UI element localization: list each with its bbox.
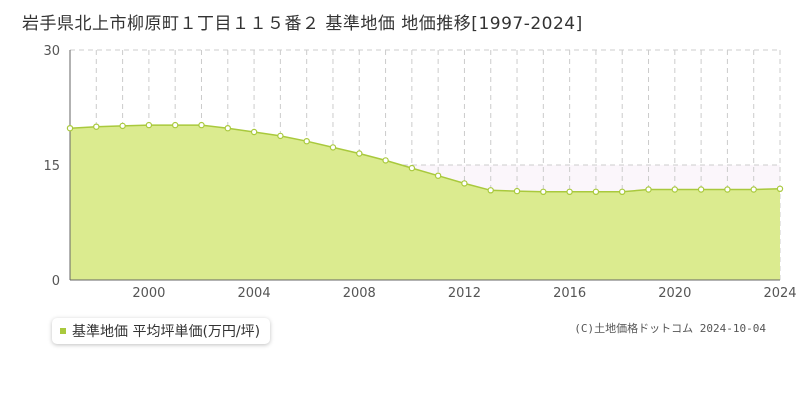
x-tick-label: 2000 [132, 286, 165, 301]
data-point [119, 122, 126, 130]
data-point [93, 123, 100, 130]
x-tick-label: 2008 [343, 286, 376, 301]
legend: 基準地価 平均坪単価(万円/坪) [52, 318, 271, 344]
data-point [277, 132, 284, 140]
data-point [329, 144, 337, 151]
x-tick-label: 2004 [238, 286, 271, 301]
x-tick-label: 2012 [448, 286, 481, 301]
data-point [198, 121, 205, 129]
y-tick-label: 15 [43, 159, 60, 174]
y-tick-label: 30 [43, 44, 60, 59]
data-point [619, 188, 626, 195]
series-area [70, 125, 780, 280]
data-point [408, 164, 416, 172]
data-point [487, 187, 494, 194]
x-tick-label: 2016 [553, 286, 586, 301]
data-point [250, 128, 258, 136]
chart-band [70, 165, 780, 192]
x-tick-label: 2020 [658, 286, 691, 301]
x-tick-label: 2024 [763, 286, 796, 301]
data-point [382, 157, 389, 164]
page-title: 岩手県北上市柳原町１丁目１１５番２ 基準地価 地価推移[1997-2024] [22, 14, 583, 34]
data-point [645, 186, 652, 193]
data-point [145, 121, 153, 129]
data-point [513, 187, 521, 195]
data-point [461, 180, 468, 187]
data-point [671, 186, 679, 193]
series-line [69, 124, 781, 193]
data-point [303, 137, 310, 145]
data-point [224, 124, 231, 132]
y-tick-label: 0 [52, 274, 60, 289]
data-point [697, 186, 705, 193]
chart-points-layer [66, 121, 784, 195]
chart-ticks-layer: 2000 2004 2008 2012 2016 2020 2024 0 15 30 [43, 44, 796, 301]
data-point [171, 121, 179, 129]
credit-text: (C)土地価格ドットコム 2024-10-04 [574, 322, 766, 335]
chart-axes-layer [69, 50, 780, 281]
data-point [776, 185, 784, 192]
chart-area-layer [69, 124, 781, 280]
data-point [66, 124, 74, 132]
legend-label: 基準地価 平均坪単価(万円/坪) [72, 324, 261, 340]
data-point [434, 172, 442, 179]
legend-swatch [60, 328, 66, 334]
data-point [540, 188, 547, 195]
data-point [750, 186, 757, 193]
chart-band-layer [70, 165, 780, 192]
data-point [566, 188, 573, 195]
data-point [724, 186, 731, 193]
data-point [356, 150, 363, 157]
data-point [592, 188, 600, 195]
